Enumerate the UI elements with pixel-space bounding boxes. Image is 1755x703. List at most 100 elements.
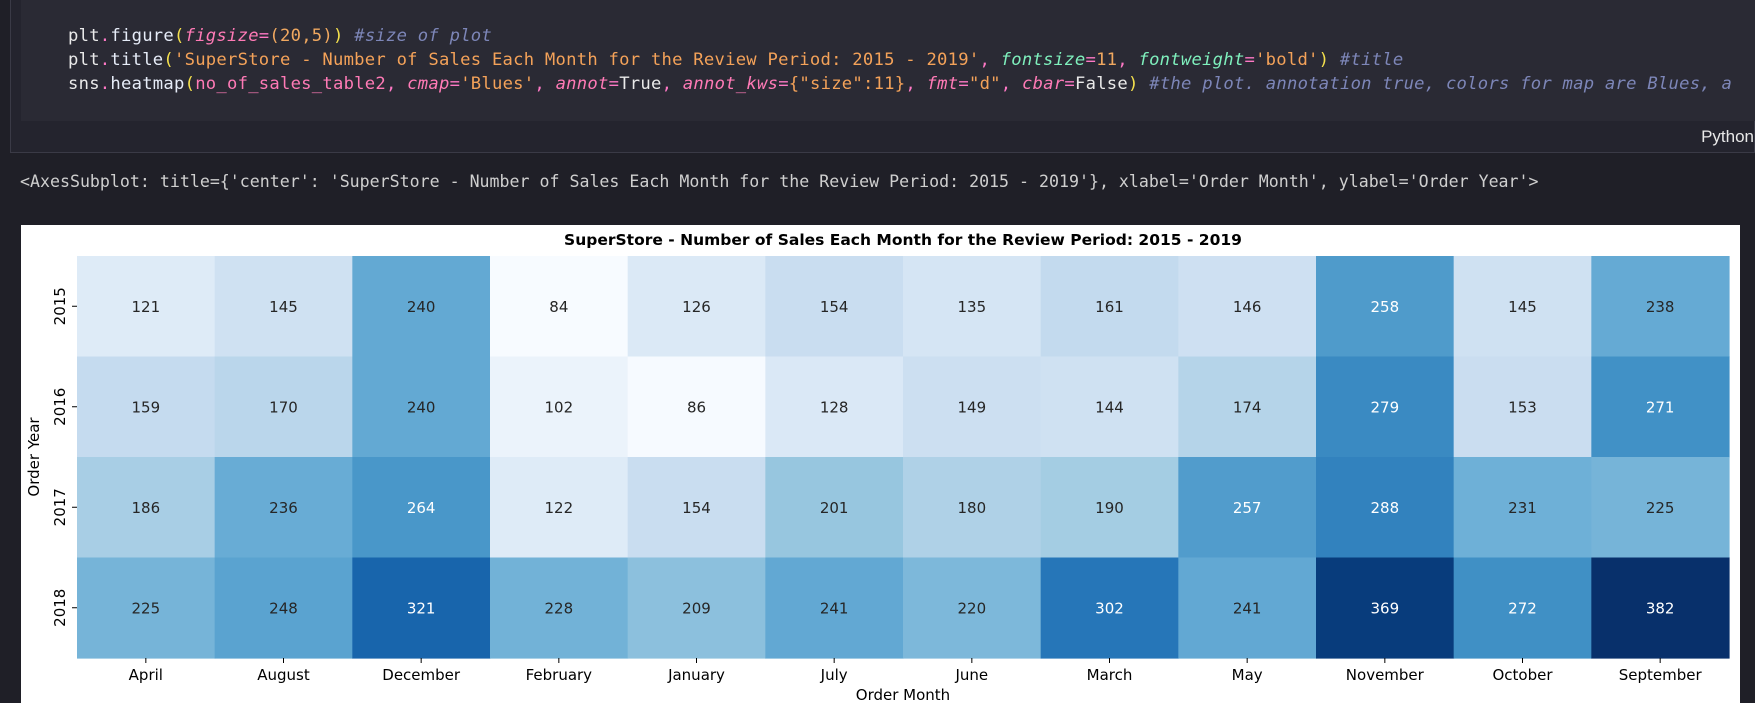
- cell-value-label: 241: [1233, 599, 1262, 617]
- x-tick-label: October: [1492, 666, 1553, 684]
- y-tick-label: 2016: [51, 388, 69, 426]
- cell-value-label: 145: [269, 298, 298, 316]
- code-token: title: [110, 50, 164, 70]
- cell-value-label: 174: [1233, 398, 1262, 416]
- cell-value-label: 128: [820, 398, 849, 416]
- heatmap-cell: [352, 356, 491, 458]
- cell-value-label: 146: [1233, 298, 1262, 316]
- code-token: fontsize: [1000, 50, 1086, 70]
- heatmap-cell: [765, 457, 904, 559]
- heatmap-cell: [1040, 256, 1179, 358]
- cell-value-label: 86: [687, 398, 706, 416]
- code-token: fontweight: [1138, 50, 1245, 70]
- cell-value-label: 228: [545, 599, 574, 617]
- x-tick-label: November: [1346, 666, 1425, 684]
- heatmap-cell: [352, 457, 491, 559]
- y-tick-label: 2018: [51, 589, 69, 627]
- cell-value-label: 240: [407, 398, 436, 416]
- code-token: 'bold': [1255, 50, 1319, 70]
- chart-title: SuperStore - Number of Sales Each Month …: [564, 231, 1242, 249]
- code-editor[interactable]: plt.figure(figsize=(20,5)) #size of plot…: [21, 0, 1755, 121]
- cell-value-label: 145: [1508, 298, 1537, 316]
- cell-value-label: 186: [132, 499, 161, 517]
- code-cell[interactable]: plt.figure(figsize=(20,5)) #size of plot…: [10, 0, 1755, 153]
- heatmap-cell: [1453, 557, 1592, 659]
- cell-value-label: 231: [1508, 499, 1537, 517]
- heatmap-cell: [1316, 256, 1455, 358]
- x-tick-label: February: [526, 666, 593, 684]
- x-tick-label: September: [1619, 666, 1703, 684]
- heatmap-cell: [903, 457, 1042, 559]
- cell-value-label: 264: [407, 499, 436, 517]
- code-token: "d": [968, 74, 1001, 94]
- heatmap-cell: [627, 557, 766, 659]
- heatmap-cell: [1591, 557, 1730, 659]
- heatmap-cell: [627, 457, 766, 559]
- heatmap-cell: [77, 557, 216, 659]
- cell-value-label: 248: [269, 599, 298, 617]
- cell-value-label: 209: [682, 599, 711, 617]
- heatmap-cell: [765, 557, 904, 659]
- x-axis-label: Order Month: [856, 686, 950, 703]
- code-comment: #the plot. annotation true, colors for m…: [1149, 74, 1733, 94]
- code-comment: #size of plot: [354, 26, 492, 46]
- y-tick-label: 2017: [51, 488, 69, 526]
- code-token: (20,5): [269, 26, 333, 46]
- cell-value-label: 122: [545, 499, 574, 517]
- x-tick-label: July: [820, 666, 848, 684]
- cell-value-label: 238: [1646, 298, 1675, 316]
- heatmap-cell: [903, 356, 1042, 458]
- code-token: fmt: [926, 74, 959, 94]
- code-token: 'SuperStore - Number of Sales Each Month…: [174, 50, 980, 70]
- cell-value-label: 161: [1095, 298, 1124, 316]
- heatmap-cell: [352, 256, 491, 358]
- heatmap-cell: [1040, 457, 1179, 559]
- x-tick-label: August: [257, 666, 310, 684]
- cell-language-label[interactable]: Python: [1701, 127, 1754, 146]
- cell-value-label: 170: [269, 398, 298, 416]
- heatmap-cell: [1316, 457, 1455, 559]
- x-tick-label: January: [667, 666, 725, 684]
- heatmap-cell: [490, 457, 629, 559]
- code-token: annot: [555, 74, 609, 94]
- heatmap-cell: [214, 256, 353, 358]
- cell-value-label: 153: [1508, 398, 1537, 416]
- heatmap-cell: [214, 356, 353, 458]
- cell-value-label: 84: [549, 298, 568, 316]
- code-token: no_of_sales_table2: [195, 74, 386, 94]
- heatmap-cell: [1453, 356, 1592, 458]
- code-token: False: [1075, 74, 1128, 94]
- heatmap-figure: SuperStore - Number of Sales Each Month …: [21, 225, 1740, 703]
- x-tick-label: April: [129, 666, 163, 684]
- code-token: cbar: [1021, 74, 1065, 94]
- cell-value-label: 271: [1646, 398, 1675, 416]
- x-tick-label: March: [1087, 666, 1133, 684]
- code-token: 'Blues': [460, 74, 535, 94]
- cell-value-label: 126: [682, 298, 711, 316]
- code-token: True: [619, 74, 662, 94]
- code-line-2: plt.title('SuperStore - Number of Sales …: [68, 50, 1404, 70]
- code-token: {"size":11}: [788, 74, 906, 94]
- heatmap-cell: [214, 557, 353, 659]
- code-token: plt: [68, 50, 100, 70]
- heatmap-cell: [1591, 256, 1730, 358]
- heatmap-cell: [77, 256, 216, 358]
- heatmap-cell: [490, 256, 629, 358]
- cell-value-label: 225: [1646, 499, 1675, 517]
- cell-value-label: 102: [545, 398, 574, 416]
- heatmap-cell: [352, 557, 491, 659]
- code-token: 11: [1096, 50, 1118, 70]
- code-token: plt: [68, 26, 100, 46]
- code-token: cmap: [407, 74, 450, 94]
- cell-value-label: 159: [132, 398, 161, 416]
- cell-value-label: 154: [682, 499, 711, 517]
- heatmap-cell: [1040, 356, 1179, 458]
- code-comment: #title: [1339, 50, 1404, 70]
- cell-value-label: 258: [1371, 298, 1400, 316]
- cell-value-label: 149: [958, 398, 987, 416]
- y-axis-label: Order Year: [25, 417, 43, 497]
- cell-value-label: 288: [1371, 499, 1400, 517]
- heatmap-cell: [490, 557, 629, 659]
- cell-value-label: 257: [1233, 499, 1262, 517]
- heatmap-cell: [1178, 356, 1317, 458]
